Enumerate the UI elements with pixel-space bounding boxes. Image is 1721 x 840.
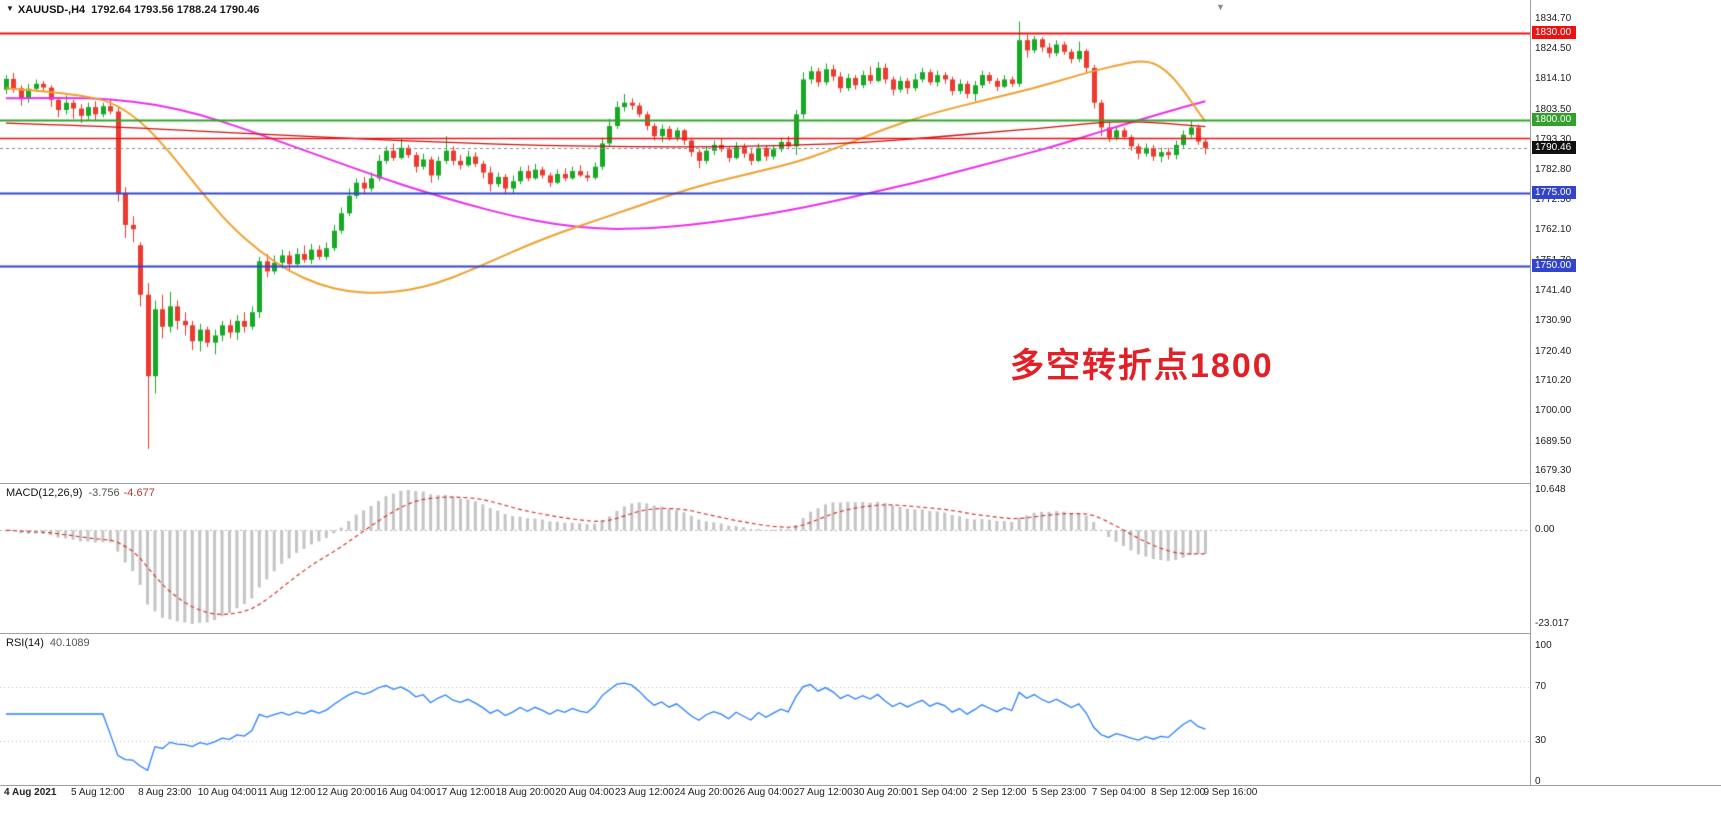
- price-axis-label: 1772.50: [1535, 194, 1572, 206]
- price-axis-label: 1834.70: [1535, 13, 1572, 25]
- macd-label: MACD(12,26,9): [6, 487, 83, 499]
- rsi-indicator-canvas[interactable]: [0, 634, 1530, 785]
- macd-signal-value: -4.677: [123, 487, 155, 499]
- chart-shift-marker-icon[interactable]: ▼: [1216, 2, 1225, 12]
- price-axis-label: 1689.50: [1535, 435, 1572, 447]
- price-axis-label: 1793.30: [1535, 133, 1572, 145]
- macd-axis-min-label: -23.017: [1535, 618, 1569, 629]
- one-click-expander-icon[interactable]: ▼: [6, 4, 14, 13]
- price-box-1775.00: 1775.00: [1532, 185, 1576, 199]
- rsi-axis-label: 70: [1535, 680, 1547, 692]
- time-axis-label: 1 Sep 04:00: [912, 787, 967, 798]
- time-axis-label: 8 Sep 12:00: [1151, 787, 1206, 798]
- chart-header: ▼ XAUUSD-,H4 1792.64 1793.56 1788.24 1790.…: [6, 4, 259, 16]
- rsi-axis-label: 100: [1535, 640, 1552, 651]
- ohlc-values: 1792.64 1793.56 1788.24 1790.46: [91, 4, 260, 16]
- time-axis-label: 5 Aug 12:00: [71, 787, 125, 798]
- macd-header: MACD(12,26,9) -3.756 -4.677: [6, 487, 155, 499]
- time-axis-label: 11 Aug 12:00: [257, 787, 316, 798]
- price-axis-label: 1803.50: [1535, 104, 1572, 115]
- time-axis-label: 18 Aug 20:00: [495, 787, 555, 798]
- time-axis-label: 8 Aug 23:00: [138, 787, 192, 798]
- macd-axis-zero-label: 0.00: [1535, 524, 1555, 536]
- time-axis-label: 23 Aug 12:00: [614, 787, 674, 798]
- time-axis-label: 5 Sep 23:00: [1032, 787, 1087, 798]
- rsi-axis-label: 30: [1535, 735, 1547, 747]
- price-axis-label: 1782.80: [1535, 164, 1572, 176]
- macd-value: -3.756: [88, 487, 120, 499]
- time-axis-label: 10 Aug 04:00: [197, 787, 257, 798]
- price-axis-label: 1679.30: [1535, 465, 1572, 477]
- rsi-header: RSI(14) 40.1089: [6, 637, 90, 649]
- price-box-1790.46: 1790.46: [1532, 140, 1576, 154]
- price-axis-label: 1762.10: [1535, 224, 1572, 236]
- price-axis-label: 1700.00: [1535, 405, 1572, 417]
- price-axis-label: 1730.90: [1535, 315, 1572, 327]
- time-axis-label: 12 Aug 20:00: [316, 787, 376, 798]
- symbol-period-label: XAUUSD-,H4: [17, 4, 86, 16]
- time-axis-label: 20 Aug 04:00: [555, 787, 615, 798]
- time-axis-label: 24 Aug 20:00: [674, 787, 734, 798]
- macd-rsi-separator[interactable]: [0, 633, 1721, 634]
- time-axis-label: 27 Aug 12:00: [793, 787, 853, 798]
- price-box-1830.00: 1830.00: [1532, 25, 1576, 39]
- time-axis-label: 9 Sep 16:00: [1203, 787, 1258, 798]
- time-axis-label: 26 Aug 04:00: [734, 787, 794, 798]
- price-axis-label: 1741.40: [1535, 284, 1572, 296]
- rsi-timeaxis-separator: [0, 785, 1721, 786]
- price-axis-label: 1814.10: [1535, 73, 1572, 85]
- price-axis[interactable]: 1834.70 1824.50 1814.10 1803.50 1793.30 1782.…: [1530, 0, 1721, 787]
- main-macd-separator[interactable]: [0, 483, 1721, 484]
- rsi-label: RSI(14): [6, 637, 44, 649]
- time-axis-label: 7 Sep 04:00: [1091, 787, 1146, 798]
- price-chart-canvas[interactable]: [0, 0, 1530, 483]
- time-axis-label: 2 Sep 12:00: [972, 787, 1027, 798]
- macd-axis-max-label: 10.648: [1535, 484, 1566, 495]
- chart-annotation[interactable]: 多空转折点1800: [1010, 347, 1274, 385]
- time-axis-label: 30 Aug 20:00: [853, 787, 913, 798]
- time-axis[interactable]: 4 Aug 2021 5 Aug 12:00 8 Aug 23:00 10 Aug 0…: [0, 786, 1721, 804]
- rsi-value: 40.1089: [49, 637, 90, 649]
- price-axis-label: 1824.50: [1535, 42, 1572, 54]
- price-box-1750.00: 1750.00: [1532, 258, 1576, 272]
- time-axis-label: 16 Aug 04:00: [376, 787, 436, 798]
- time-axis-label: 17 Aug 12:00: [436, 787, 496, 798]
- rsi-axis-label: 0: [1535, 776, 1541, 787]
- time-axis-label: 4 Aug 2021: [4, 787, 57, 798]
- price-box-1800.00: 1800.00: [1532, 113, 1576, 127]
- price-axis-label: 1720.40: [1535, 345, 1572, 357]
- price-axis-label: 1710.20: [1535, 375, 1572, 387]
- macd-indicator-canvas[interactable]: [0, 484, 1530, 633]
